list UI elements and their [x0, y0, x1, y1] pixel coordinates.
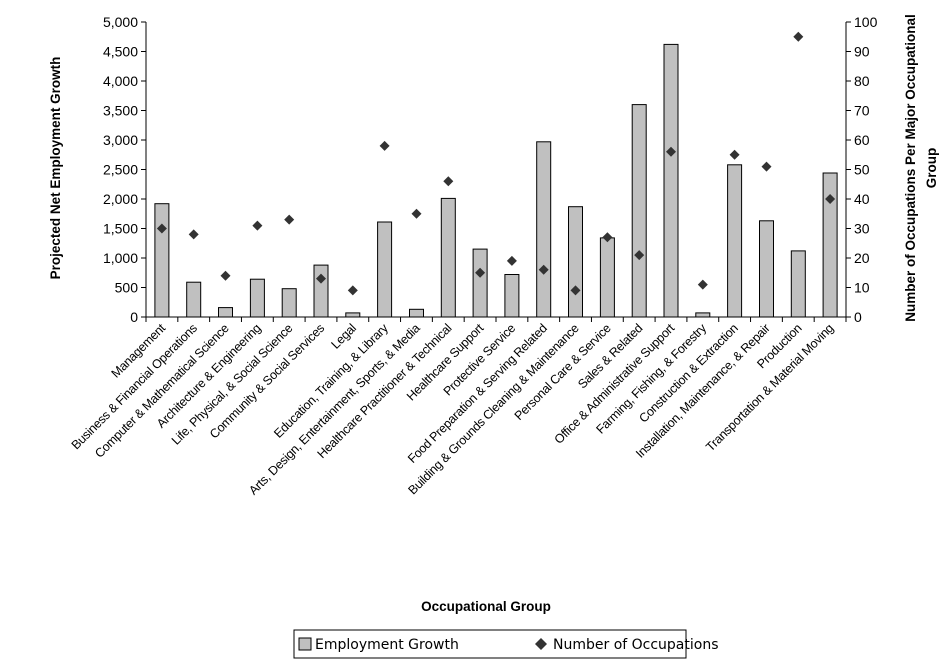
legend-bar-swatch: [298, 637, 312, 651]
y-tick-right-label: 90: [854, 44, 870, 60]
bars-layer: [154, 43, 838, 318]
y-tick-left-label: 2,500: [103, 162, 138, 178]
legend-diamond-marker: [535, 638, 547, 650]
y-tick-right-label: 0: [854, 309, 862, 325]
y-tick-right-label: 80: [854, 73, 870, 89]
marker-15: [634, 250, 645, 261]
y-tick-right-label: 10: [854, 280, 870, 296]
bar-16: [663, 43, 679, 318]
marker-13: [570, 285, 581, 296]
y-tick-right-label: 50: [854, 162, 870, 178]
bar-20: [790, 250, 806, 318]
bar-15: [631, 104, 647, 318]
marker-3: [252, 220, 263, 231]
bar-1: [186, 281, 202, 318]
marker-21: [825, 194, 836, 204]
marker-10: [475, 267, 486, 278]
marker-7: [379, 140, 390, 151]
marker-8: [411, 208, 422, 219]
y-axis-right-title-line2: Group: [924, 148, 939, 189]
legend-label-number-of-occupations: Number of Occupations: [553, 637, 719, 653]
y-tick-left-label: 500: [115, 280, 139, 296]
bar-4: [281, 288, 297, 318]
y-tick-left-label: 1,500: [103, 221, 138, 237]
y-tick-left-label: 4,000: [103, 73, 138, 89]
y-tick-left-label: 3,000: [103, 132, 138, 148]
bar-19: [759, 220, 774, 318]
bar-5: [313, 264, 329, 318]
y-tick-right-label: 20: [854, 250, 870, 266]
marker-4: [284, 214, 295, 225]
bar-7: [377, 221, 393, 318]
marker-16: [666, 146, 676, 157]
marker-18: [729, 149, 740, 160]
bar-12: [536, 141, 552, 318]
bar-2: [218, 307, 233, 318]
marker-17: [697, 279, 708, 290]
marker-2: [220, 270, 231, 281]
y-axis-title: Projected Net Employment Growth: [48, 57, 63, 280]
marker-11: [506, 255, 517, 266]
y-tick-right-label: 40: [854, 191, 870, 207]
y-tick-left-label: 1,000: [103, 250, 138, 266]
y-tick-right-label: 30: [854, 221, 870, 237]
bar-9: [440, 197, 456, 318]
markers-layer: [156, 31, 836, 296]
axes-layer: [141, 21, 851, 322]
y-tick-left-label: 0: [130, 309, 138, 325]
legend: Employment Growth Number of Occupations: [293, 629, 719, 659]
bar-17: [695, 312, 711, 318]
marker-12: [538, 264, 549, 275]
x-axis-title: Occupational Group: [421, 599, 551, 614]
category-label-2: Computer & Mathematical Science: [92, 321, 232, 461]
y-tick-left-label: 4,500: [103, 44, 138, 60]
marker-19: [761, 161, 772, 172]
marker-20: [793, 31, 804, 42]
y-tick-right-label: 60: [854, 132, 870, 148]
bar-8: [409, 308, 424, 318]
y-tick-left-label: 5,000: [103, 14, 138, 30]
bar-13: [568, 206, 583, 318]
y-tick-left-label: 2,000: [103, 191, 138, 207]
bar-3: [249, 278, 265, 318]
bar-18: [727, 164, 743, 318]
marker-6: [347, 285, 358, 296]
marker-0: [156, 223, 167, 234]
bar-10: [472, 248, 488, 318]
bar-11: [504, 274, 520, 318]
y-axis-right-title-line1: Number of Occupations Per Major Occupati…: [903, 14, 918, 322]
marker-1: [188, 229, 199, 240]
y-tick-right-label: 70: [854, 103, 870, 119]
legend-box: [293, 629, 687, 659]
bar-0: [154, 203, 170, 318]
bar-14: [599, 237, 615, 318]
legend-label-employment-growth: Employment Growth: [315, 637, 459, 653]
marker-14: [602, 232, 613, 243]
bar-6: [345, 312, 361, 318]
y-tick-left-label: 3,500: [103, 103, 138, 119]
marker-9: [443, 176, 454, 187]
marker-5: [316, 273, 326, 284]
y-tick-right-label: 100: [854, 14, 878, 30]
